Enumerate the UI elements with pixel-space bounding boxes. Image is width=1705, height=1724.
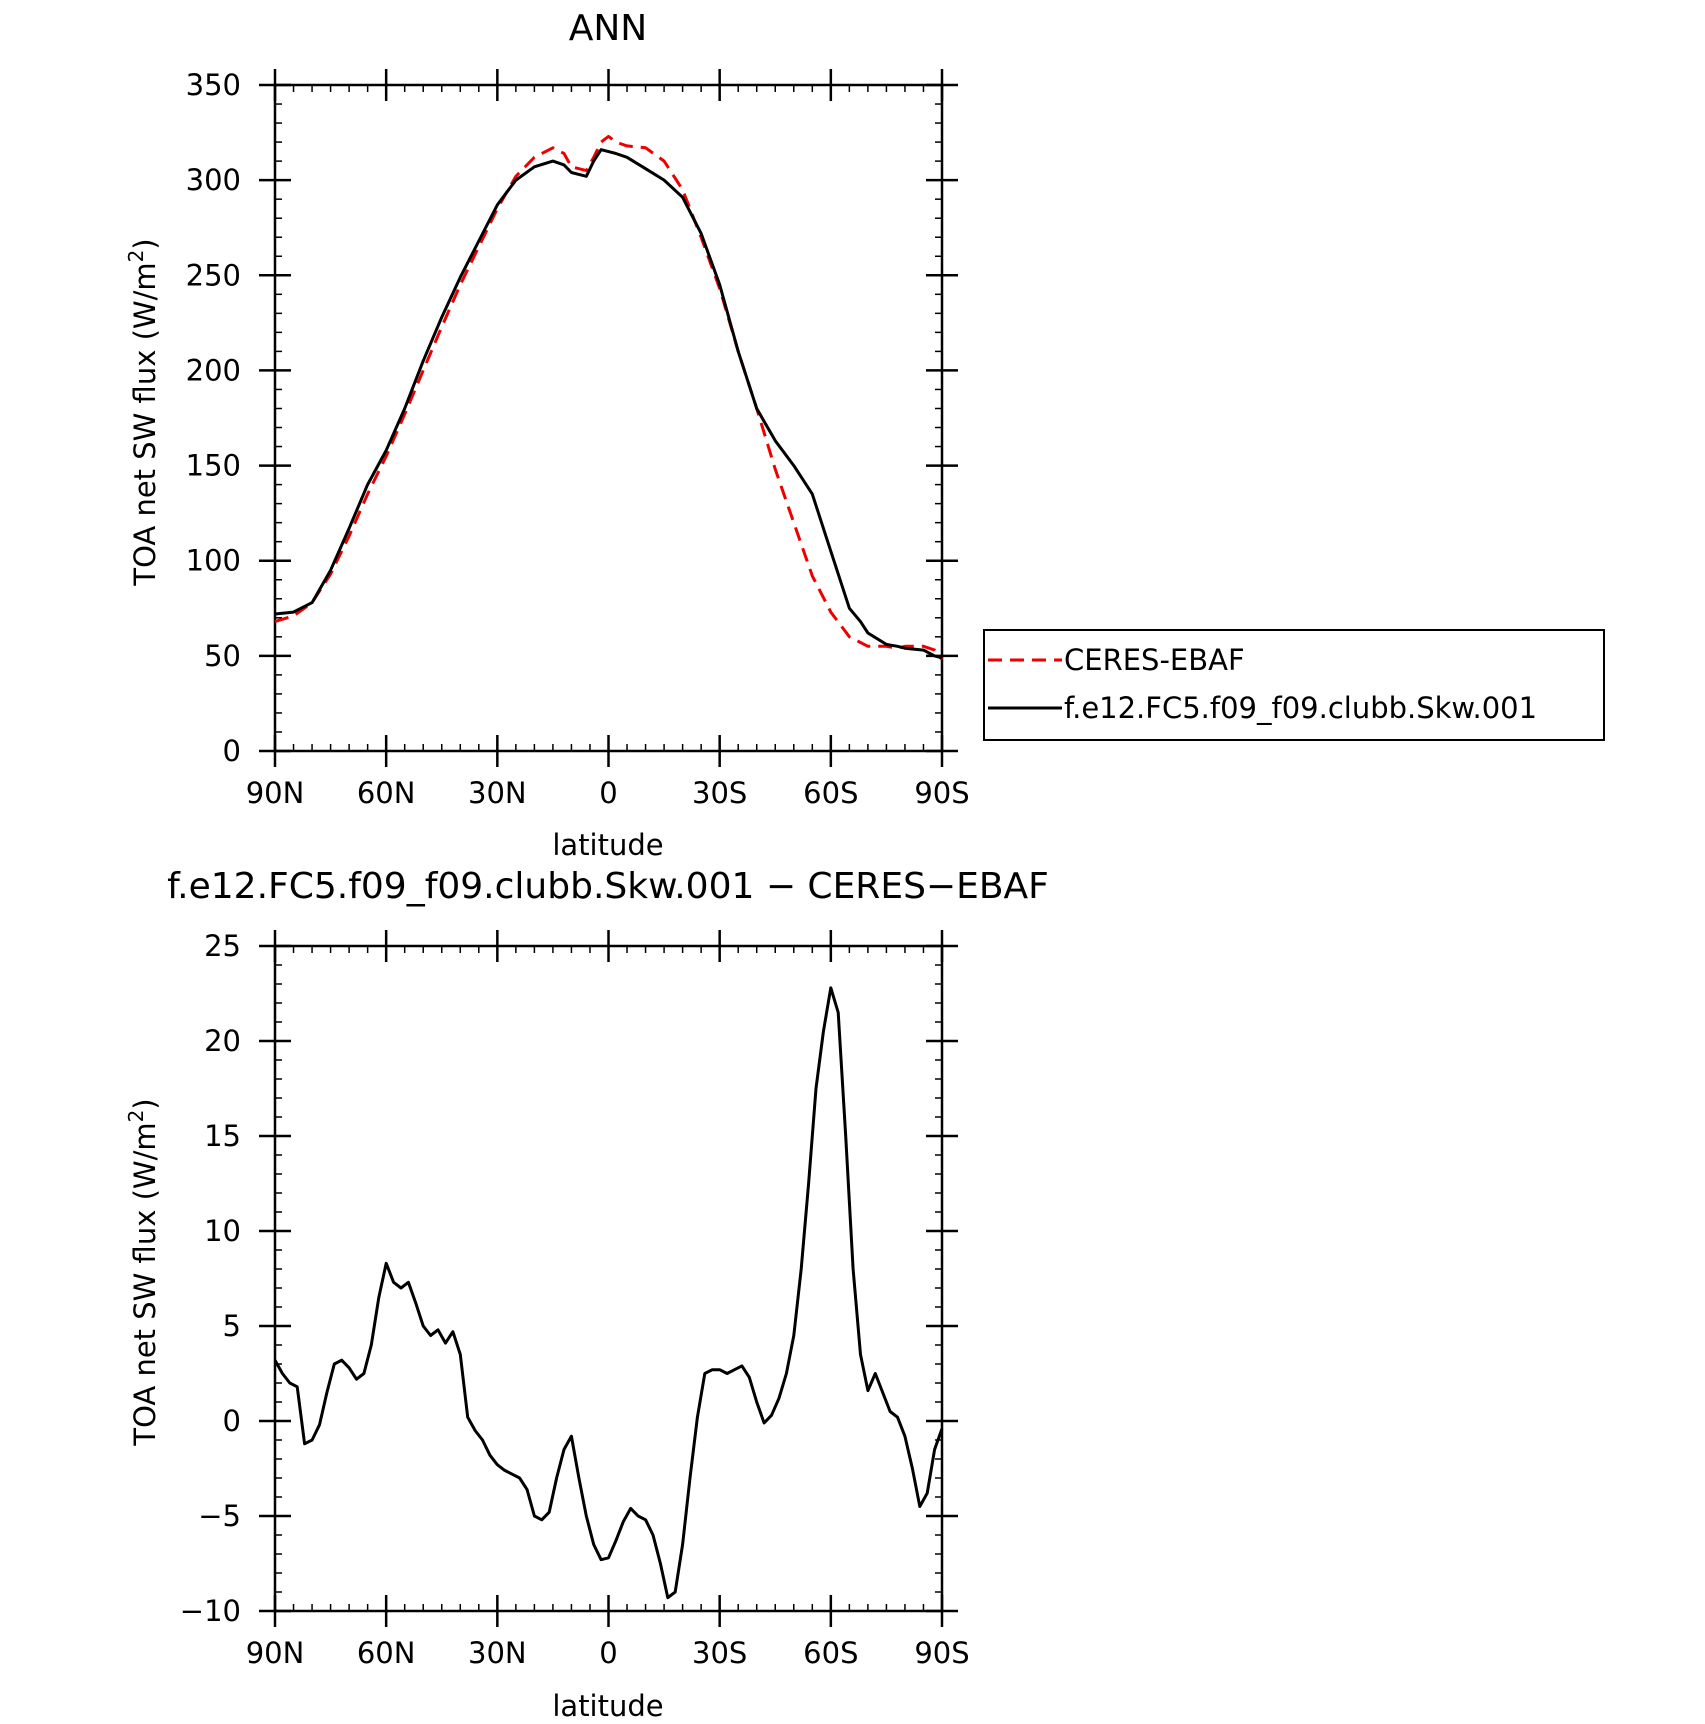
x-tick-label: 30S	[692, 1636, 747, 1670]
legend-label-model: f.e12.FC5.f09_f09.clubb.Skw.001	[1064, 691, 1537, 725]
bottom-y-axis-label: TOA net SW flux (W/m2)	[124, 1098, 162, 1446]
x-tick-label: 0	[599, 1636, 617, 1670]
x-tick-label: 90S	[914, 776, 969, 810]
x-tick-label: 30S	[692, 776, 747, 810]
bottom-plot-area: 90N 60N 30N 0 30S 60S 90S −10 −5 0 5 10 15 20 25	[180, 929, 970, 1670]
y-tick-label: 150	[186, 449, 241, 483]
y-tick-label: 20	[204, 1024, 241, 1058]
series-line-1-0	[273, 986, 944, 1600]
y-tick-label: 250	[186, 258, 241, 292]
x-tick-label: 90N	[246, 776, 305, 810]
x-tick-label: 30N	[468, 1636, 527, 1670]
top-panel: ANN 90N 60N 30N 0 30S 60S 90S 0 50 100 150 200 250 30…	[124, 8, 970, 862]
legend: CERES-EBAF f.e12.FC5.f09_f09.clubb.Skw.0…	[983, 629, 1605, 741]
bottom-x-axis-label: latitude	[552, 1689, 663, 1723]
plot-frame	[273, 83, 944, 753]
x-tick-label: 30N	[468, 776, 527, 810]
bottom-panel-title: f.e12.FC5.f09_f09.clubb.Skw.001 − CERES−…	[167, 866, 1049, 907]
y-tick-label: 50	[204, 639, 241, 673]
x-tick-label: 90S	[914, 1636, 969, 1670]
top-x-axis-label: latitude	[552, 828, 663, 862]
y-tick-label: 5	[223, 1309, 241, 1343]
y-tick-label: 0	[223, 734, 241, 768]
x-tick-label: 60N	[357, 776, 416, 810]
y-tick-label: 350	[186, 68, 241, 102]
y-tick-label: 15	[204, 1119, 241, 1153]
y-tick-label: −10	[180, 1594, 241, 1628]
series-line-0-1	[274, 148, 943, 660]
legend-box	[983, 629, 1605, 741]
y-tick-label: 300	[186, 163, 241, 197]
x-tick-label: 60S	[803, 1636, 858, 1670]
x-tick-label: 60S	[803, 776, 858, 810]
legend-label-ceres-ebaf: CERES-EBAF	[1064, 643, 1245, 677]
y-tick-label: −5	[198, 1499, 241, 1533]
bottom-panel: f.e12.FC5.f09_f09.clubb.Skw.001 − CERES−…	[124, 866, 1049, 1723]
top-panel-title: ANN	[569, 8, 648, 49]
x-tick-label: 0	[599, 776, 617, 810]
y-tick-label: 200	[186, 353, 241, 387]
x-tick-label: 60N	[357, 1636, 416, 1670]
y-tick-label: 25	[204, 929, 241, 963]
y-tick-label: 0	[223, 1404, 241, 1438]
series-line-0-0	[274, 134, 944, 661]
x-tick-label: 90N	[246, 1636, 305, 1670]
plot-frame	[273, 944, 944, 1613]
y-tick-label: 100	[186, 544, 241, 578]
y-tick-label: 10	[204, 1214, 241, 1248]
top-plot-area: 90N 60N 30N 0 30S 60S 90S 0 50 100 150 200 250 300 350	[186, 68, 970, 810]
top-y-axis-label: TOA net SW flux (W/m2)	[124, 238, 162, 586]
